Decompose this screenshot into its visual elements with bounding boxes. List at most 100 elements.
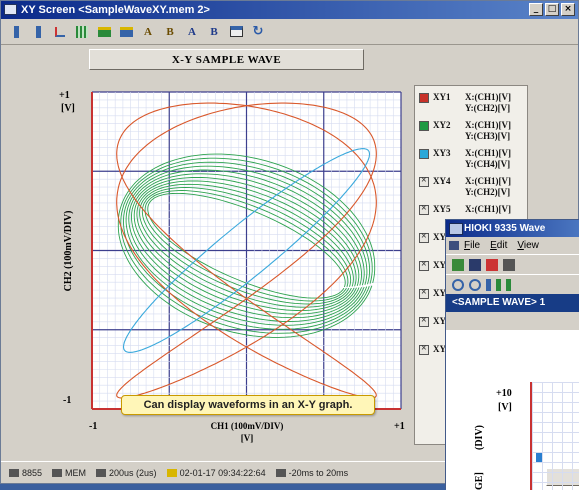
channel-icon[interactable] bbox=[496, 278, 501, 291]
status-mem: MEM bbox=[52, 468, 86, 478]
y-top-label: +1 bbox=[59, 90, 70, 101]
legend-item-name: XY4 bbox=[433, 176, 451, 186]
hioki-title[interactable]: HIOKI 9335 Wave bbox=[446, 220, 579, 237]
device-icon bbox=[9, 469, 19, 478]
legend-x-channel: X:(CH1)[V] bbox=[465, 204, 511, 214]
legend-x-channel: X:(CH1)[V] bbox=[465, 120, 511, 130]
legend-y-channel: Y:(CH4)[V] bbox=[465, 159, 511, 169]
status-timestamp: 02-01-17 09:34:22:64 bbox=[166, 468, 266, 478]
channel-icon[interactable] bbox=[486, 278, 491, 291]
scale-icon[interactable] bbox=[51, 23, 69, 41]
status-sampling: 200us (2us) bbox=[96, 468, 157, 478]
trace-checkbox[interactable] bbox=[419, 203, 429, 215]
save-icon[interactable] bbox=[469, 258, 481, 271]
status-model: 8855 bbox=[9, 468, 42, 478]
minimize-button[interactable]: _ bbox=[529, 3, 543, 16]
trace-xy2 bbox=[131, 173, 362, 319]
hioki-window[interactable]: HIOKI 9335 Wave File Edit View <SAMPLE W… bbox=[445, 219, 579, 490]
legend-x-channel: X:(CH1)[V] bbox=[465, 176, 511, 186]
legend-item-name: XY1 bbox=[433, 92, 451, 102]
legend-y-channel: Y:(CH3)[V] bbox=[465, 131, 511, 141]
trace-xy2 bbox=[120, 157, 373, 334]
cursor-a2-icon[interactable]: A bbox=[188, 25, 196, 38]
hioki-grid bbox=[530, 382, 579, 490]
trace-xy3 bbox=[122, 148, 371, 353]
title-bar[interactable]: XY Screen <SampleWaveXY.mem 2> _ □ × bbox=[1, 1, 578, 19]
x-right-label: +1 bbox=[394, 421, 405, 432]
trace-checkbox[interactable] bbox=[419, 175, 429, 187]
save-as-icon[interactable] bbox=[486, 258, 498, 271]
menu-edit[interactable]: Edit bbox=[490, 240, 508, 251]
layout-icon[interactable] bbox=[117, 23, 135, 41]
close-button[interactable]: × bbox=[561, 3, 575, 16]
channel-2-icon[interactable] bbox=[29, 23, 47, 41]
hioki-plot: +10 [V] (DIV) GE] bbox=[446, 330, 579, 490]
trace-color-swatch[interactable] bbox=[419, 93, 429, 103]
hioki-y-label: (DIV) bbox=[474, 425, 485, 450]
status-bar: 8855 MEM 200us (2us) 02-01-17 09:34:22:6… bbox=[1, 461, 578, 483]
status-range: -20ms to 20ms bbox=[275, 468, 348, 478]
x-axis-label: CH1 (100mV/DIV) bbox=[211, 421, 284, 431]
cursor-b-icon[interactable]: B bbox=[166, 25, 174, 38]
app-icon bbox=[4, 4, 17, 15]
legend-item-name: XY5 bbox=[433, 204, 451, 214]
plot-title-button[interactable]: X-Y SAMPLE WAVE bbox=[89, 49, 364, 70]
calendar-icon bbox=[166, 469, 177, 478]
x-unit-label: [V] bbox=[241, 433, 254, 443]
cursor-b2-icon[interactable]: B bbox=[210, 25, 218, 38]
trace-color-swatch[interactable] bbox=[419, 149, 429, 159]
trace-xy2 bbox=[139, 183, 354, 308]
trace-xy2 bbox=[123, 161, 371, 330]
range-icon bbox=[275, 469, 286, 478]
wave-tool-icon[interactable] bbox=[452, 258, 464, 271]
y-unit-label: [V] bbox=[61, 103, 75, 114]
refresh-icon[interactable]: ↻ bbox=[252, 24, 264, 39]
legend-y-channel: Y:(CH2)[V] bbox=[465, 187, 511, 197]
display-icon[interactable] bbox=[95, 23, 113, 41]
trace-checkbox[interactable] bbox=[419, 315, 429, 327]
x-left-label: -1 bbox=[89, 421, 97, 432]
trace-xy2 bbox=[141, 187, 352, 305]
grid-icon[interactable] bbox=[73, 23, 91, 41]
trace-checkbox[interactable] bbox=[419, 231, 429, 243]
legend-x-channel: X:(CH1)[V] bbox=[465, 92, 511, 102]
legend-item-name: XY bbox=[433, 232, 446, 242]
maximize-button[interactable]: □ bbox=[545, 3, 559, 16]
zoom-out-icon[interactable] bbox=[469, 278, 481, 291]
channel-icon[interactable] bbox=[506, 278, 511, 291]
legend-item-name: XY bbox=[433, 288, 446, 298]
trace-xy2 bbox=[144, 190, 349, 302]
print-icon[interactable] bbox=[227, 23, 245, 41]
legend-item-name: XY2 bbox=[433, 120, 451, 130]
open-icon[interactable] bbox=[503, 258, 515, 271]
trace-color-swatch[interactable] bbox=[419, 121, 429, 131]
hioki-menubar: File Edit View bbox=[446, 237, 579, 254]
legend-item-channels: X:(CH1)[V] bbox=[465, 204, 535, 215]
trace-checkbox[interactable] bbox=[419, 287, 429, 299]
cursor-a-icon[interactable]: A bbox=[144, 25, 152, 38]
legend-item-channels: X:(CH1)[V] Y:(CH3)[V] bbox=[465, 120, 535, 142]
menu-view[interactable]: View bbox=[517, 240, 539, 251]
trace-xy2 bbox=[147, 192, 346, 299]
trace-xy2 bbox=[117, 153, 376, 338]
callout-note: Can display waveforms in an X-Y graph. bbox=[121, 395, 375, 415]
trace-xy1 bbox=[116, 102, 377, 399]
legend-item-channels: X:(CH1)[V] Y:(CH4)[V] bbox=[465, 148, 535, 170]
legend-item-name: XY bbox=[433, 344, 446, 354]
window-title: XY Screen <SampleWaveXY.mem 2> bbox=[21, 4, 210, 16]
hioki-y-label-2: GE] bbox=[474, 472, 485, 490]
trace-xy2 bbox=[125, 165, 368, 326]
legend-x-channel: X:(CH1)[V] bbox=[465, 148, 511, 158]
legend-item-name: XY bbox=[433, 316, 446, 326]
zoom-in-icon[interactable] bbox=[452, 278, 464, 291]
menu-file[interactable]: File bbox=[464, 240, 481, 251]
channel-1-icon[interactable] bbox=[7, 23, 25, 41]
hioki-toolbar-2 bbox=[446, 274, 579, 294]
trace-xy2 bbox=[133, 176, 360, 315]
hioki-toolbar-1 bbox=[446, 254, 579, 274]
hioki-y-top: +10 bbox=[496, 388, 512, 399]
legend-y-channel: Y:(CH2)[V] bbox=[465, 103, 511, 113]
trace-checkbox[interactable] bbox=[419, 259, 429, 271]
hioki-y-unit: [V] bbox=[498, 402, 512, 413]
trace-checkbox[interactable] bbox=[419, 343, 429, 355]
